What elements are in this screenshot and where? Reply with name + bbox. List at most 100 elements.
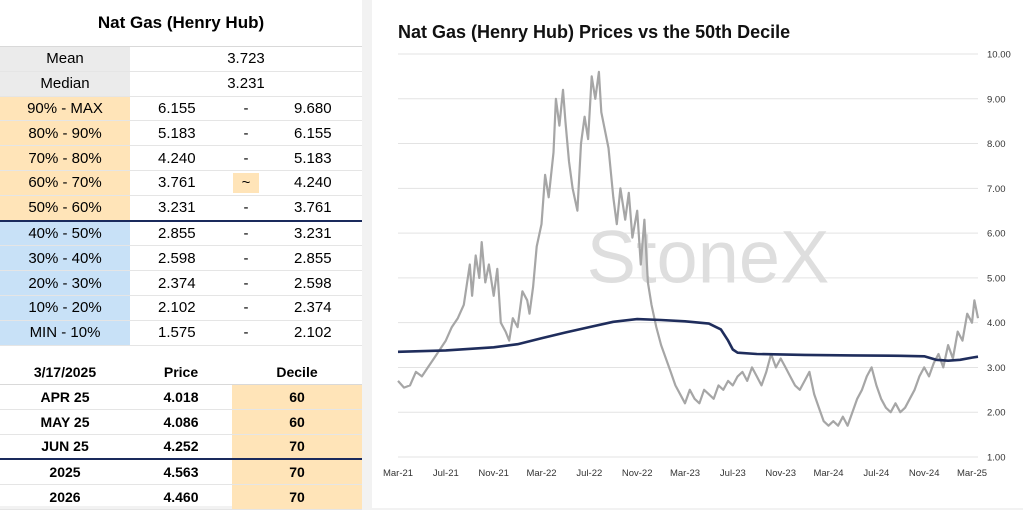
mean-value: 3.723 (130, 46, 362, 72)
decile-low: 6.155 (130, 96, 226, 122)
decile-high: 6.155 (266, 120, 362, 147)
decile-row: MIN - 10% 1.575-2.102 (0, 320, 362, 346)
decile-separator: - (226, 96, 266, 122)
decile-high: 9.680 (266, 96, 362, 122)
futures-row: 2026 4.460 70 (0, 484, 362, 510)
futures-decile: 70 (232, 434, 362, 461)
futures-contract: 2026 (0, 484, 130, 510)
x-tick-label: Mar-21 (383, 468, 413, 479)
x-tick-label: Jul-22 (576, 468, 602, 479)
futures-price: 4.252 (130, 434, 232, 461)
x-tick-label: Mar-25 (957, 468, 987, 479)
futures-price-header: Price (130, 360, 232, 385)
decile-separator: ~ (226, 170, 266, 196)
x-tick-label: Jul-24 (863, 468, 889, 479)
futures-row: 2025 4.563 70 (0, 459, 362, 486)
decile-row: 70% - 80% 4.240-5.183 (0, 145, 362, 171)
decile-label: 40% - 50% (0, 220, 130, 247)
y-tick-label: 2.00 (987, 408, 1006, 419)
futures-row: MAY 25 4.086 60 (0, 409, 362, 435)
decile-50-line (397, 317, 979, 362)
decile-high: 3.761 (266, 195, 362, 222)
y-tick-label: 9.00 (987, 94, 1006, 105)
futures-table: 3/17/2025 Price Decile APR 25 4.018 60 MAY … (0, 360, 362, 510)
x-tick-label: Jul-21 (433, 468, 459, 479)
y-tick-label: 3.00 (987, 363, 1006, 374)
decile-separator: - (226, 120, 266, 147)
x-tick-label: Nov-22 (622, 468, 653, 479)
decile-label: 90% - MAX (0, 96, 130, 122)
x-tick-label: Nov-23 (765, 468, 796, 479)
futures-price: 4.563 (130, 459, 232, 486)
futures-row: JUN 25 4.252 70 (0, 434, 362, 461)
decile-label: 10% - 20% (0, 295, 130, 321)
decile-label: MIN - 10% (0, 320, 130, 346)
decile-low: 2.598 (130, 245, 226, 272)
decile-low: 5.183 (130, 120, 226, 147)
futures-contract: MAY 25 (0, 409, 130, 435)
chart-title: Nat Gas (Henry Hub) Prices vs the 50th D… (398, 22, 791, 42)
futures-decile: 60 (232, 409, 362, 435)
decile-label: 60% - 70% (0, 170, 130, 196)
decile-label: 70% - 80% (0, 145, 130, 171)
price-chart: 1.00 2.00 3.00 4.00 5.00 6.00 7.00 8.00 9.00 10.0… (383, 50, 1011, 480)
price-line (397, 70, 980, 427)
decile-separator: - (226, 245, 266, 272)
decile-table-panel: Nat Gas (Henry Hub) Mean 3.723 Median 3.… (0, 0, 362, 510)
futures-decile: 60 (232, 384, 362, 410)
decile-row: 40% - 50% 2.855-3.231 (0, 220, 362, 247)
decile-row: 80% - 90% 5.183-6.155 (0, 120, 362, 147)
decile-label: 80% - 90% (0, 120, 130, 147)
futures-decile: 70 (232, 484, 362, 510)
futures-price: 4.086 (130, 409, 232, 435)
decile-high: 2.855 (266, 245, 362, 272)
x-tick-label: Nov-24 (909, 468, 940, 479)
decile-separator: - (226, 320, 266, 346)
decile-separator: - (226, 270, 266, 296)
decile-label: 20% - 30% (0, 270, 130, 296)
y-tick-label: 1.00 (987, 453, 1006, 464)
decile-high: 2.598 (266, 270, 362, 296)
decile-low: 3.761 (130, 170, 226, 196)
decile-high: 4.240 (266, 170, 362, 196)
x-tick-label: Mar-23 (670, 468, 700, 479)
decile-low: 1.575 (130, 320, 226, 346)
median-label: Median (0, 71, 130, 97)
y-tick-label: 5.00 (987, 273, 1006, 284)
y-tick-label: 6.00 (987, 229, 1006, 240)
futures-contract: APR 25 (0, 384, 130, 410)
futures-decile: 70 (232, 459, 362, 486)
decile-row: 50% - 60% 3.231-3.761 (0, 195, 362, 222)
x-tick-label: Nov-21 (478, 468, 509, 479)
decile-high: 3.231 (266, 220, 362, 247)
decile-current-marker: ~ (233, 172, 259, 193)
chart-panel: Nat Gas (Henry Hub) Prices vs the 50th D… (372, 0, 1023, 508)
decile-row: 30% - 40% 2.598-2.855 (0, 245, 362, 272)
decile-row: 20% - 30% 2.374-2.598 (0, 270, 362, 296)
y-tick-label: 4.00 (987, 318, 1006, 329)
futures-contract: JUN 25 (0, 434, 130, 461)
y-tick-label: 10.00 (987, 50, 1011, 61)
decile-low: 2.855 (130, 220, 226, 247)
x-tick-label: Mar-22 (526, 468, 556, 479)
decile-low: 3.231 (130, 195, 226, 222)
decile-low: 4.240 (130, 145, 226, 171)
decile-high: 5.183 (266, 145, 362, 171)
decile-row: 90% - MAX 6.155-9.680 (0, 96, 362, 122)
watermark-logo: StoneX (587, 215, 830, 298)
decile-low: 2.102 (130, 295, 226, 321)
decile-high: 2.102 (266, 320, 362, 346)
decile-separator: - (226, 195, 266, 222)
decile-label: 50% - 60% (0, 195, 130, 222)
futures-date: 3/17/2025 (0, 360, 130, 385)
futures-price: 4.460 (130, 484, 232, 510)
decile-label: 30% - 40% (0, 245, 130, 272)
futures-price: 4.018 (130, 384, 232, 410)
futures-decile-header: Decile (232, 360, 362, 385)
table-title: Nat Gas (Henry Hub) (0, 0, 362, 47)
decile-high: 2.374 (266, 295, 362, 321)
decile-row: 10% - 20% 2.102-2.374 (0, 295, 362, 321)
median-value: 3.231 (130, 71, 362, 97)
decile-separator: - (226, 295, 266, 321)
decile-row: 60% - 70% 3.761 ~4.240 (0, 170, 362, 196)
